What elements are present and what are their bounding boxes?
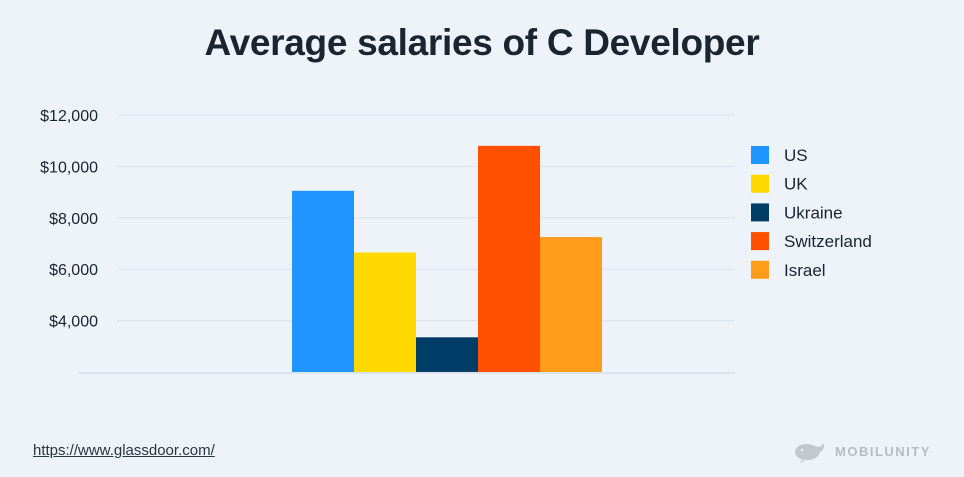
legend-swatch-israel: [751, 260, 769, 279]
legend-swatch-us: [751, 146, 769, 164]
legend-swatch-switzerland: [751, 232, 769, 251]
brand-logo: MOBILUNITY: [793, 438, 931, 464]
whale-logo-icon: [795, 443, 825, 463]
bar-ukraine: [416, 337, 478, 372]
source-link[interactable]: https://www.glassdoor.com/: [33, 442, 215, 459]
bar-israel: [540, 237, 602, 372]
y-tick-label: $12,000: [40, 108, 98, 125]
y-tick-label: $4,000: [49, 314, 98, 331]
bar-uk: [354, 252, 416, 372]
legend-label-switzerland: Switzerland: [784, 232, 872, 251]
brand-name: MOBILUNITY: [835, 443, 931, 459]
chart-title: Average salaries of C Developer: [204, 22, 760, 63]
legend-label-israel: Israel: [784, 261, 826, 280]
legend-swatch-uk: [751, 174, 769, 193]
y-tick-label: $8,000: [49, 211, 98, 228]
legend-label-us: US: [784, 146, 808, 165]
legend-label-ukraine: Ukraine: [784, 203, 843, 222]
y-tick-label: $10,000: [40, 159, 98, 176]
legend-label-uk: UK: [784, 175, 808, 194]
y-tick-label: $6,000: [49, 262, 98, 279]
bar-us: [292, 190, 354, 372]
bar-switzerland: [478, 145, 540, 372]
legend-swatch-ukraine: [751, 203, 769, 222]
